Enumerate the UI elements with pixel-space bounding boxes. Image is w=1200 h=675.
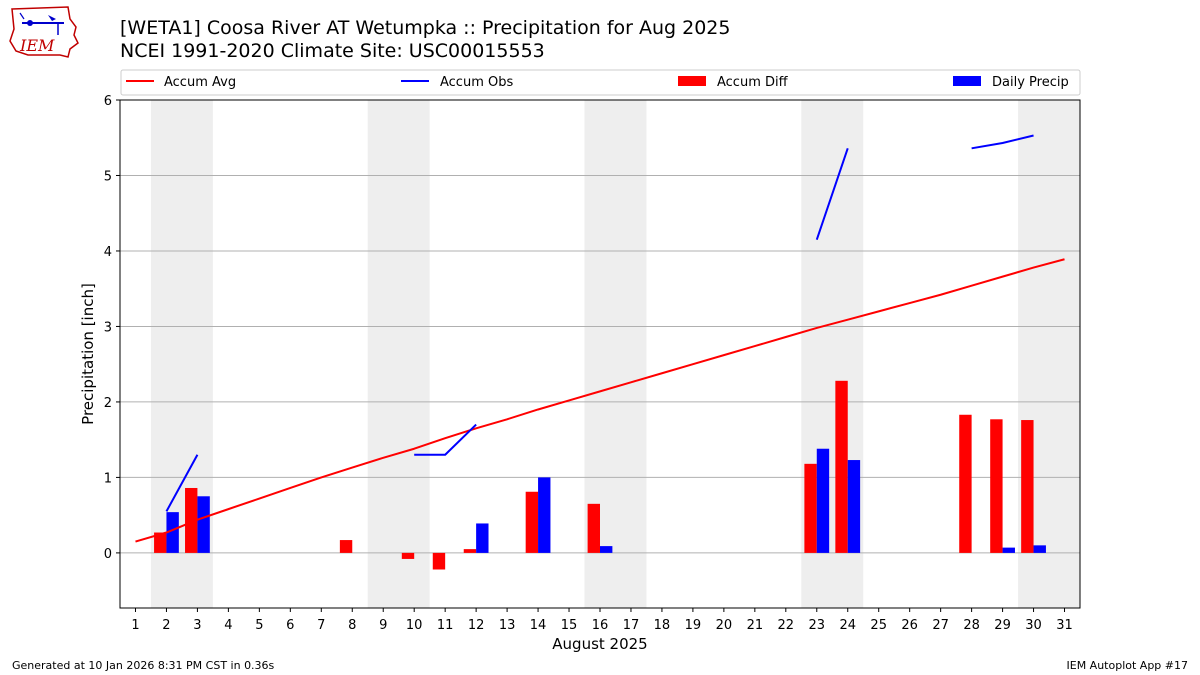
- x-tick-label: 17: [623, 618, 640, 633]
- accum-obs-line: [971, 134, 1034, 150]
- x-tick-label: 19: [685, 618, 702, 633]
- legend-label-daily-precip: Daily Precip: [992, 75, 1069, 90]
- y-tick-label: 5: [104, 169, 112, 184]
- y-tick-label: 0: [104, 547, 112, 562]
- accum-diff-bar: [401, 552, 415, 559]
- y-tick-label: 6: [104, 94, 112, 109]
- chart-title: [WETA1] Coosa River AT Wetumpka :: Preci…: [120, 17, 731, 39]
- y-tick-label: 1: [104, 471, 112, 486]
- daily-precip-bar: [476, 523, 489, 553]
- x-tick-label: 30: [1025, 618, 1042, 633]
- x-tick-label: 11: [437, 618, 454, 633]
- accum-obs-line: [165, 454, 199, 512]
- legend-label-accum-obs: Accum Obs: [440, 75, 513, 90]
- x-tick-label: 15: [561, 618, 578, 633]
- x-tick-label: 8: [348, 618, 356, 633]
- x-tick-label: 2: [162, 618, 170, 633]
- x-tick-label: 23: [809, 618, 826, 633]
- y-tick-label: 2: [104, 396, 112, 411]
- x-tick-label: 27: [932, 618, 949, 633]
- x-axis-ticks: 1 2 3 4 5 6 7 8 9 10 11 12 13 14 15 16 17 18 19 20 21 22 23 24 2…: [131, 608, 1073, 633]
- y-tick-label: 3: [104, 320, 112, 335]
- legend-swatch-accum-diff: [678, 76, 706, 86]
- accum-diff-bar: [959, 414, 972, 553]
- x-tick-label: 20: [716, 618, 733, 633]
- daily-precip-bar: [600, 546, 613, 553]
- logo-text: IEM: [19, 36, 55, 55]
- x-tick-label: 12: [468, 618, 485, 633]
- accum-diff-bar: [990, 419, 1003, 553]
- x-tick-label: 29: [994, 618, 1011, 633]
- lines: [135, 134, 1065, 543]
- accum-diff-bar: [804, 463, 817, 553]
- x-tick-label: 1: [131, 618, 139, 633]
- accum-diff-bar: [587, 503, 600, 553]
- x-tick-label: 5: [255, 618, 263, 633]
- y-tick-label: 4: [104, 245, 112, 260]
- iem-logo: IEM: [8, 5, 80, 59]
- daily-precip-bar: [166, 512, 179, 553]
- y-axis-label: Precipitation [inch]: [79, 283, 97, 425]
- x-tick-label: 21: [747, 618, 764, 633]
- legend: Accum Avg Accum Obs Accum Diff Daily Pre…: [120, 69, 1081, 96]
- chart-subtitle: NCEI 1991-2020 Climate Site: USC00015553: [120, 40, 545, 62]
- accum-diff-bar: [339, 540, 353, 553]
- accum-diff-bar: [835, 380, 848, 553]
- accum-diff-bar: [154, 532, 167, 553]
- x-tick-label: 28: [963, 618, 980, 633]
- accum-obs-line: [815, 147, 849, 240]
- x-tick-label: 25: [870, 618, 887, 633]
- daily-precip-bar: [1033, 545, 1046, 553]
- daily-precip-bar: [847, 460, 861, 553]
- accum-obs-line: [414, 423, 477, 456]
- x-tick-label: 13: [499, 618, 516, 633]
- x-tick-label: 9: [379, 618, 387, 633]
- y-axis-ticks: 0 1 2 3 4 5 6: [104, 94, 120, 562]
- x-tick-label: 22: [778, 618, 795, 633]
- x-tick-label: 26: [901, 618, 918, 633]
- daily-precip-bar: [816, 448, 830, 553]
- footer-app-label: IEM Autoplot App #17: [1066, 659, 1189, 672]
- accum-avg-line: [135, 258, 1065, 543]
- accum-diff-bar: [185, 487, 198, 553]
- x-tick-label: 6: [286, 618, 294, 633]
- accum-diff-bar: [1021, 420, 1034, 553]
- legend-swatch-daily-precip: [953, 76, 981, 86]
- legend-frame: [120, 69, 1081, 96]
- x-tick-label: 10: [406, 618, 423, 633]
- x-tick-label: 14: [530, 618, 547, 633]
- x-tick-label: 31: [1056, 618, 1073, 633]
- weekend-band: [367, 100, 430, 608]
- bars: [154, 380, 1046, 570]
- x-tick-label: 7: [317, 618, 325, 633]
- accum-diff-bar: [463, 549, 477, 553]
- footer-generated-text: Generated at 10 Jan 2026 8:31 PM CST in …: [12, 659, 275, 672]
- daily-precip-bar: [197, 496, 210, 553]
- daily-precip-bar: [1002, 547, 1015, 553]
- legend-label-accum-diff: Accum Diff: [717, 75, 789, 90]
- x-axis-label: August 2025: [552, 635, 647, 653]
- x-tick-label: 16: [592, 618, 609, 633]
- weekend-shading: [150, 100, 1080, 608]
- legend-label-accum-avg: Accum Avg: [164, 75, 236, 90]
- x-tick-label: 4: [224, 618, 232, 633]
- accum-diff-bar: [525, 491, 539, 553]
- accum-diff-bar: [432, 552, 446, 570]
- daily-precip-bar: [538, 477, 551, 553]
- x-tick-label: 3: [193, 618, 201, 633]
- x-tick-label: 18: [654, 618, 671, 633]
- x-tick-label: 24: [839, 618, 856, 633]
